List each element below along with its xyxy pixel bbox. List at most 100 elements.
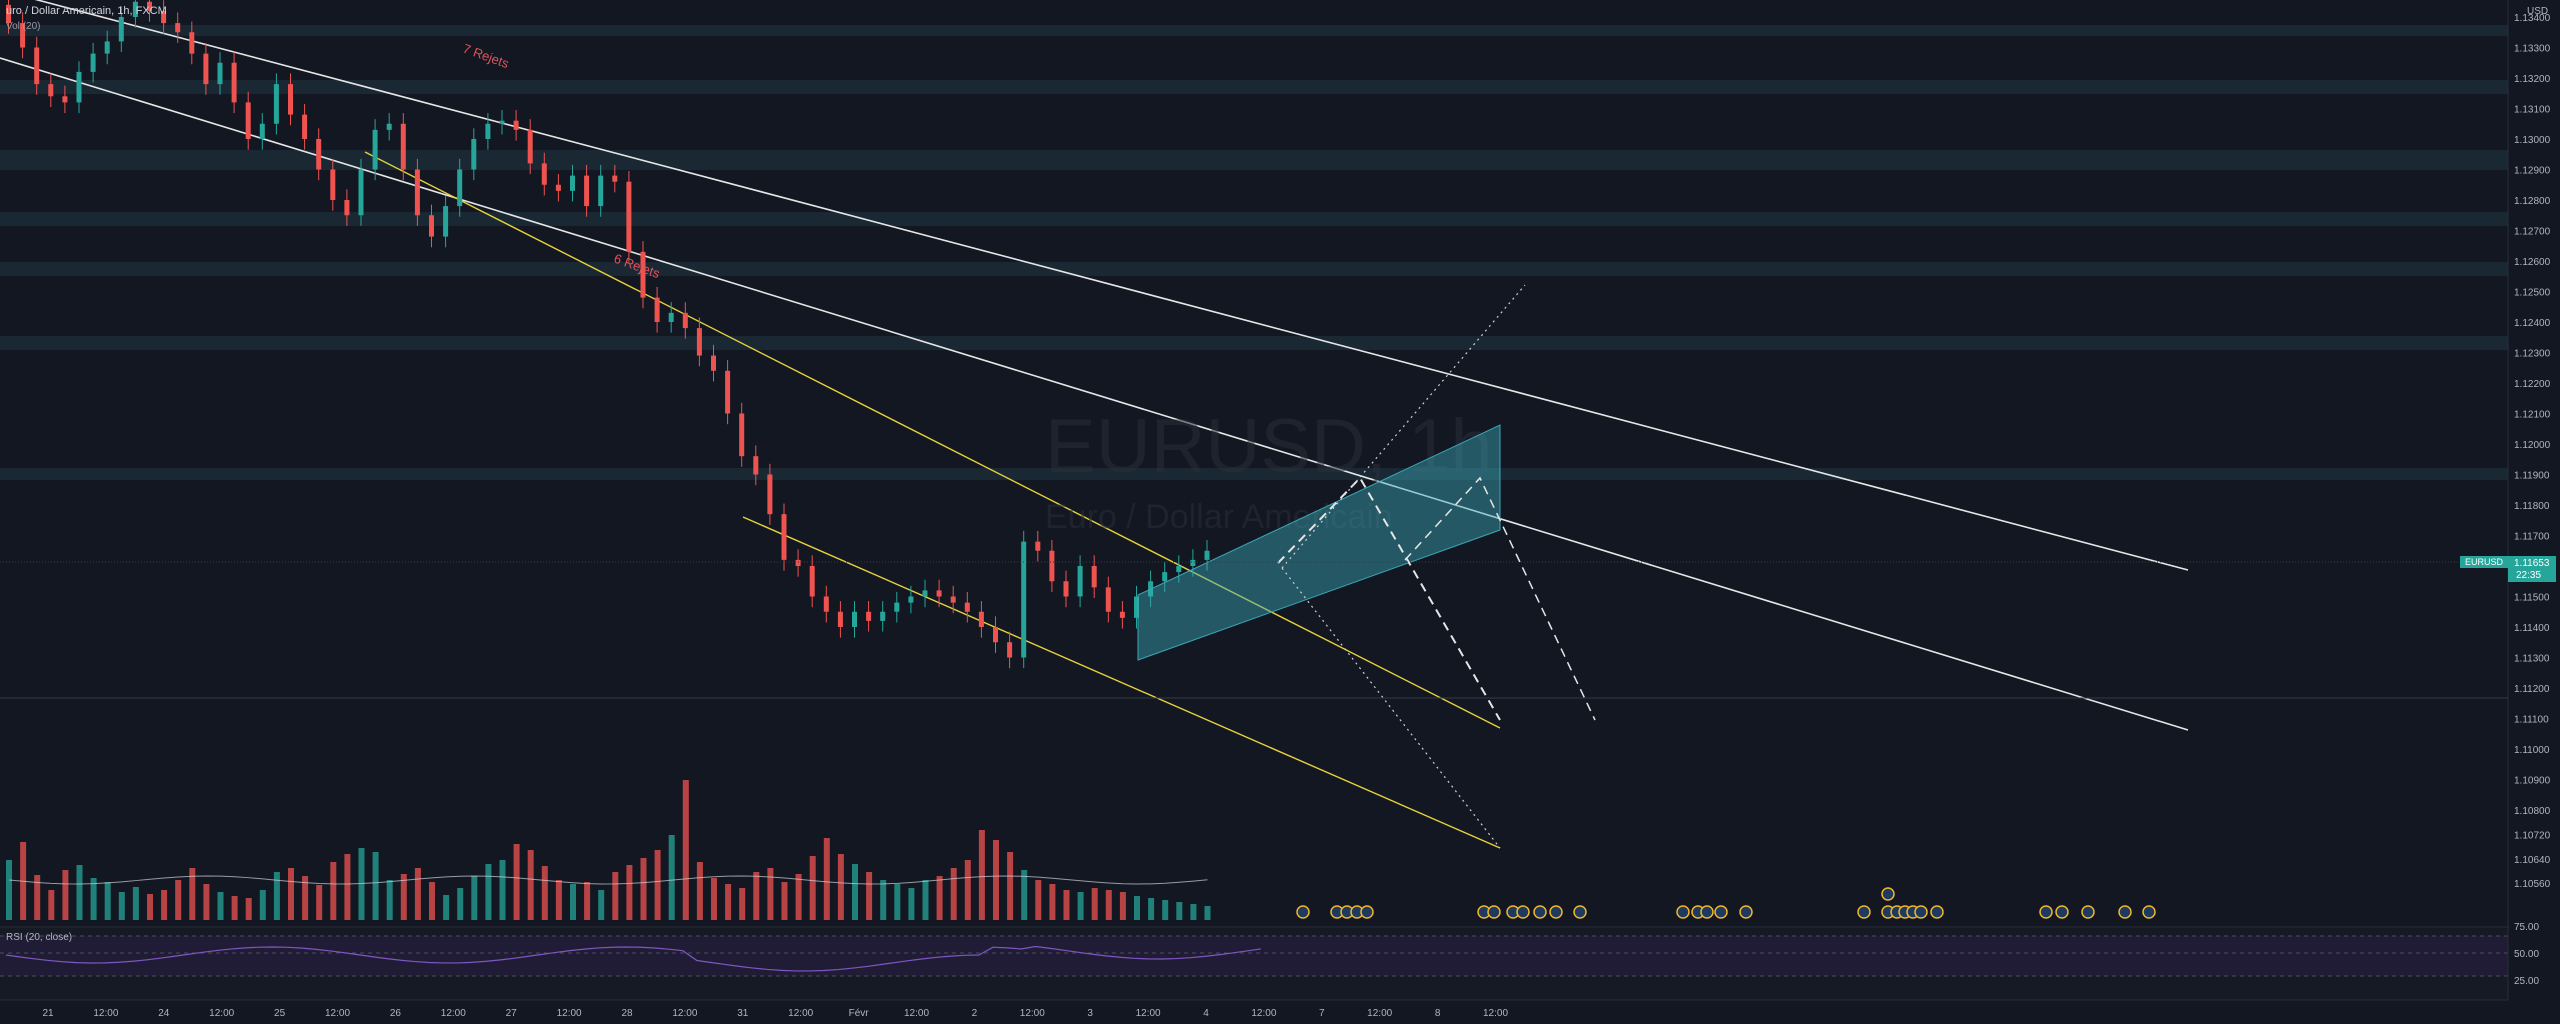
- volume-bar: [795, 874, 802, 920]
- projection-up-dotted: [1281, 284, 1526, 569]
- candle-body: [612, 175, 618, 182]
- candle-body: [316, 139, 322, 170]
- volume-bar: [696, 862, 703, 920]
- candle-body: [852, 611, 857, 627]
- event-marker: [1930, 905, 1944, 919]
- candle-body: [118, 17, 124, 42]
- candle-body: [259, 123, 265, 139]
- price-tick: 1.11400: [2514, 623, 2550, 634]
- event-marker: [1516, 905, 1530, 919]
- event-marker: [1676, 905, 1690, 919]
- upper-channel-line: [34, 0, 2189, 571]
- candle-body: [753, 456, 759, 475]
- volume-bar: [1148, 898, 1155, 920]
- event-marker: [1714, 905, 1728, 919]
- candle-body: [231, 62, 237, 103]
- candle-body: [1077, 566, 1083, 597]
- volume-bar: [527, 850, 534, 920]
- candle-body: [344, 200, 350, 216]
- candle-body: [541, 163, 547, 185]
- volume-bar: [471, 876, 478, 920]
- volume-bar: [485, 864, 492, 920]
- candle-body: [725, 370, 731, 414]
- candle-body: [302, 114, 308, 139]
- volume-bar: [400, 874, 407, 920]
- volume-bar: [555, 880, 562, 920]
- price-tick: 1.11500: [2514, 593, 2550, 604]
- symbol-header[interactable]: uro / Dollar Americain, 1h, FXCM: [6, 5, 167, 17]
- price-tag-countdown: 22:35: [2516, 570, 2541, 581]
- event-marker: [1573, 905, 1587, 919]
- volume-bar: [753, 872, 760, 920]
- price-tick: 1.11700: [2514, 532, 2550, 543]
- event-marker: [2039, 905, 2053, 919]
- volume-bar: [584, 882, 591, 920]
- candle-body: [767, 474, 773, 515]
- volume-bar: [513, 844, 520, 920]
- candle-body: [584, 175, 590, 207]
- volume-bar: [852, 864, 858, 920]
- candle-body: [1091, 566, 1097, 588]
- candle-body: [640, 251, 646, 298]
- volume-bar: [612, 872, 619, 920]
- currency-label: USD: [2527, 6, 2548, 17]
- volume-bar: [1204, 906, 1211, 920]
- price-tick: 1.13100: [2514, 105, 2551, 116]
- volume-bar: [739, 888, 746, 920]
- volume-bar: [598, 890, 605, 920]
- price-tick: 1.10800: [2514, 806, 2551, 817]
- volume-bar: [457, 888, 464, 920]
- lower-trend-line: [742, 516, 1501, 849]
- volume-bar: [866, 872, 873, 920]
- volume-bar: [978, 830, 985, 920]
- candle-body: [1049, 550, 1055, 582]
- candle-body: [443, 206, 449, 237]
- projection-channel-rect: [1137, 424, 1501, 661]
- candle-body: [1035, 541, 1041, 551]
- event-marker: [1360, 905, 1374, 919]
- candle-body: [76, 71, 82, 103]
- candle-body: [668, 312, 674, 322]
- candle-body: [90, 53, 96, 72]
- candle-body: [203, 53, 209, 85]
- candle-body: [598, 175, 604, 207]
- candle-body: [429, 215, 434, 237]
- volume-header[interactable]: Vol (20): [6, 21, 41, 32]
- candle-body: [1021, 541, 1027, 658]
- event-marker: [1857, 905, 1871, 919]
- economic-events[interactable]: [1296, 887, 2156, 919]
- price-tick: 1.12300: [2514, 349, 2551, 360]
- time-tick: 12:00: [93, 1008, 118, 1019]
- event-marker: [2055, 905, 2069, 919]
- resistance-zone: [0, 212, 2508, 226]
- candle-body: [570, 175, 575, 191]
- volume-bar: [429, 882, 435, 920]
- candle-body: [555, 184, 561, 191]
- price-axis[interactable]: [2508, 0, 2560, 1024]
- rsi-band: [0, 936, 2508, 976]
- volume-bar: [414, 868, 421, 920]
- price-tick: 1.11300: [2514, 654, 2550, 665]
- candle-body: [950, 596, 956, 603]
- candle-body: [485, 123, 491, 139]
- time-tick: 12:00: [904, 1008, 929, 1019]
- candle-body: [936, 590, 942, 597]
- lower-channel-line: [0, 57, 2189, 731]
- time-tick: 21: [42, 1008, 54, 1019]
- volume-bar: [1077, 892, 1084, 920]
- price-tick: 1.11900: [2514, 471, 2550, 482]
- price-tick: 1.12500: [2514, 288, 2551, 299]
- candle-body: [682, 312, 688, 329]
- candle-body: [711, 355, 716, 371]
- price-tick: 1.12100: [2514, 410, 2551, 421]
- candle-body: [964, 602, 970, 612]
- time-tick: 4: [1203, 1008, 1209, 1019]
- candle-body: [513, 120, 519, 130]
- time-tick: 28: [621, 1008, 633, 1019]
- volume-bar: [1021, 870, 1028, 920]
- candle-body: [739, 413, 745, 457]
- drawing-lines: [0, 0, 2189, 849]
- volume-bar: [386, 880, 393, 920]
